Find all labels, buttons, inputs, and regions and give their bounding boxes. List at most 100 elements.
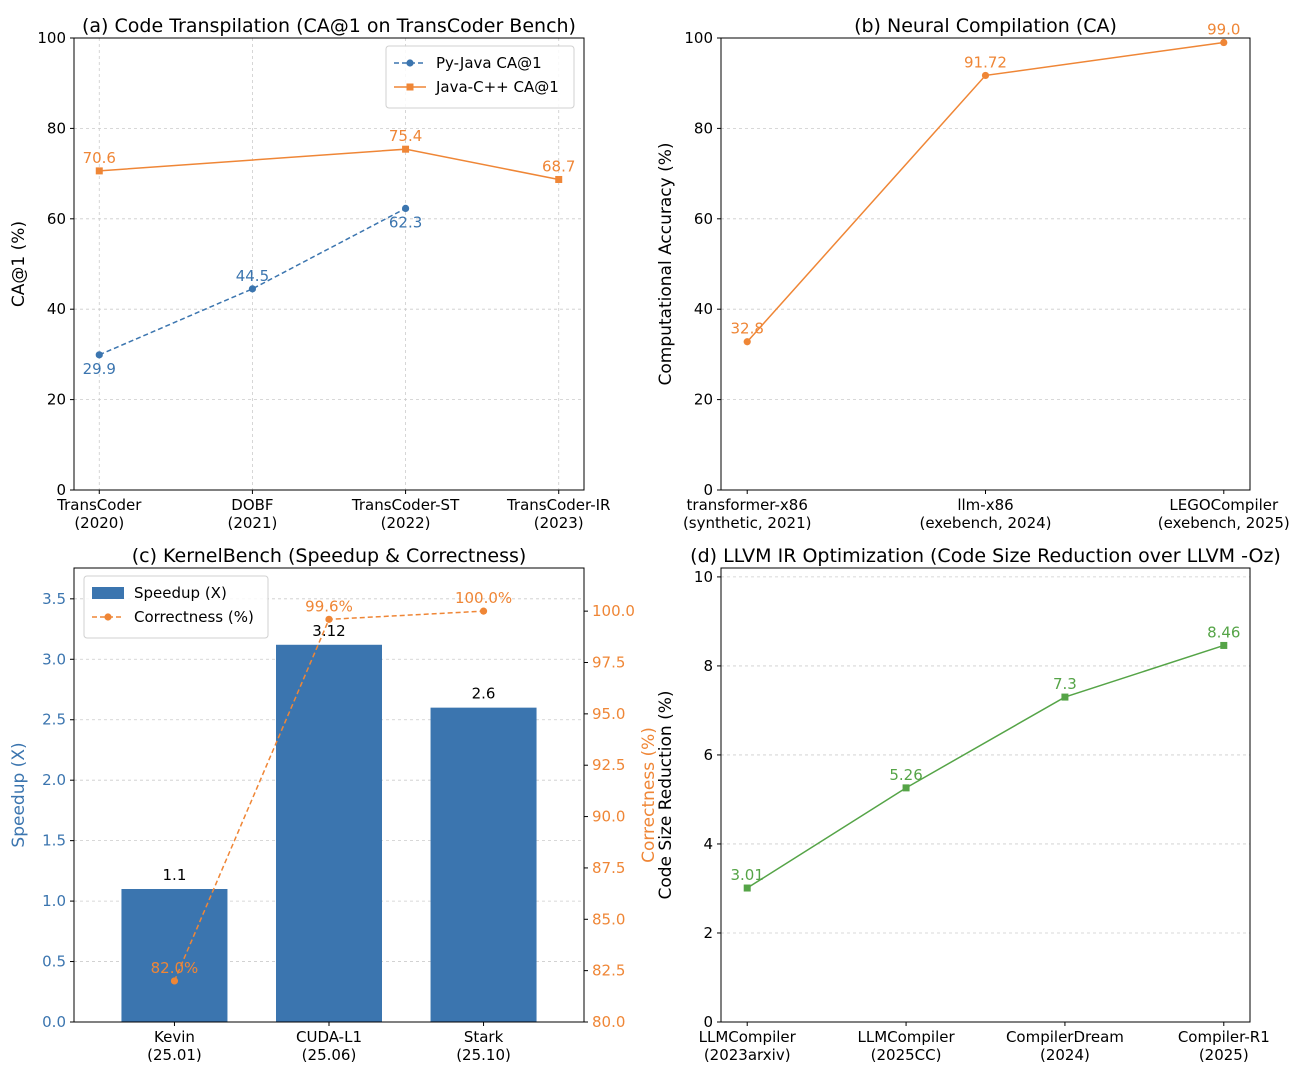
data-label: 70.6	[83, 149, 116, 167]
x-tick-label: TransCoder-IR (2023)	[506, 496, 611, 532]
y-tick-label: 3.5	[42, 590, 66, 608]
data-point	[555, 175, 563, 183]
chart-title: (a) Code Transpilation (CA@1 on TransCod…	[82, 15, 576, 37]
y-tick-label: 2.5	[42, 711, 66, 729]
data-point	[1061, 693, 1069, 701]
x-tick-label-line: TransCoder-IR	[506, 496, 611, 514]
x-tick-label-line: CompilerDream	[1006, 1028, 1124, 1046]
legend-marker	[104, 613, 112, 621]
x-tick-label-line: TransCoder-ST	[351, 496, 460, 514]
x-tick-label-line: (2025)	[1199, 1046, 1249, 1064]
chart-title: (d) LLVM IR Optimization (Code Size Redu…	[690, 545, 1281, 567]
x-tick-label-line: LLMCompiler	[699, 1028, 797, 1046]
y-tick-label: 1.0	[42, 892, 66, 910]
data-label: 91.72	[964, 53, 1007, 71]
y-tick-label-right: 87.5	[592, 859, 625, 877]
x-tick-label-line: (25.06)	[302, 1046, 357, 1064]
data-label: 7.3	[1053, 675, 1077, 693]
data-point	[402, 145, 410, 153]
x-tick-label: LEGOCompiler (exebench, 2025)	[1158, 496, 1290, 532]
data-point	[1220, 641, 1228, 649]
data-label: 100.0%	[455, 589, 512, 607]
x-tick-label-line: Compiler-R1	[1178, 1028, 1270, 1046]
y-tick-label: 60	[47, 210, 66, 228]
y-tick-label: 60	[694, 210, 713, 228]
x-tick-label-line: (2022)	[381, 514, 431, 532]
data-point	[401, 204, 410, 213]
legend-swatch-bar	[92, 587, 124, 599]
y-tick-label-right: 80.0	[592, 1013, 625, 1031]
subplot-a: 29.9 44.5 62.3 70.6 75.4 68.7 0 20 40 60 80 100 Tran…	[9, 15, 610, 532]
y-tick-label: 80	[694, 119, 713, 137]
data-point	[95, 351, 103, 359]
x-tick-label-line: Stark	[464, 1028, 504, 1046]
y-tick-label: 20	[694, 391, 713, 409]
y-tick-label: 100	[684, 29, 713, 47]
x-tick-label-line: CUDA-L1	[296, 1028, 362, 1046]
y-tick-label-right: 85.0	[592, 910, 625, 928]
legend-label: Speedup (X)	[134, 584, 227, 602]
legend-label: Py-Java CA@1	[436, 54, 542, 72]
y-tick-label: 4	[703, 835, 713, 853]
x-tick-label: transformer-x86 (synthetic, 2021)	[683, 496, 812, 532]
legend-label: Java-C++ CA@1	[435, 78, 559, 96]
bar-value-label: 2.6	[472, 685, 496, 703]
x-tick-label-line: (2023arxiv)	[704, 1046, 791, 1064]
data-point	[743, 338, 751, 346]
series-line	[98, 207, 406, 356]
y-tick-label: 2.0	[42, 771, 66, 789]
y-axis-label-right: Correctness (%)	[639, 727, 659, 863]
data-point	[479, 607, 488, 615]
y-axis-label: Code Size Reduction (%)	[656, 690, 676, 899]
x-tick-label-line: (2020)	[74, 514, 124, 532]
x-tick-label-line: transformer-x86	[687, 496, 808, 514]
x-tick-label: CompilerDream (2024)	[1006, 1028, 1124, 1064]
data-point	[981, 71, 990, 80]
x-tick-label: TransCoder-ST (2022)	[351, 496, 460, 532]
data-point	[248, 285, 257, 293]
y-tick-label-right: 92.5	[592, 756, 625, 774]
y-axis-label: Computational Accuracy (%)	[656, 142, 676, 385]
y-tick-label-right: 90.0	[592, 808, 625, 826]
y-tick-label-right: 95.0	[592, 705, 625, 723]
data-label: 82.0%	[151, 959, 199, 977]
x-tick-label: Kevin (25.01)	[147, 1028, 202, 1064]
legend-marker	[406, 59, 414, 67]
y-tick-label: 10	[694, 568, 713, 586]
y-tick-label: 8	[703, 657, 713, 675]
y-tick-label: 0.5	[42, 953, 66, 971]
legend-box	[385, 45, 575, 109]
y-axis-label: Speedup (X)	[9, 742, 29, 847]
bar	[276, 644, 382, 1022]
x-tick-label-line: LEGOCompiler	[1169, 496, 1279, 514]
axes-frame	[720, 37, 1251, 491]
x-tick-label-line: TransCoder	[56, 496, 142, 514]
data-point	[1220, 38, 1228, 47]
series-line	[99, 148, 559, 181]
x-tick-label: TransCoder (2020)	[56, 496, 142, 532]
data-point	[743, 884, 751, 892]
legend-marker	[406, 83, 414, 91]
y-tick-label: 0	[703, 1013, 713, 1031]
x-tick-label-line: (2025CC)	[871, 1046, 942, 1064]
y-tick-label: 0.0	[42, 1013, 66, 1031]
legend-label: Correctness (%)	[134, 608, 254, 626]
subplot-c: 1.1 3.12 2.6 82.0% 99.6% 100.0% 0.0 0.5 1.0 1.5 2.…	[9, 545, 659, 1064]
y-tick-label: 3.0	[42, 650, 66, 668]
x-tick-label-line: (exebench, 2025)	[1158, 514, 1290, 532]
axes-frame	[73, 37, 585, 491]
data-label: 99.6%	[305, 597, 353, 615]
x-tick-label-line: (25.01)	[147, 1046, 202, 1064]
series-line	[746, 41, 1224, 343]
x-tick-label-line: LLMCompiler	[857, 1028, 955, 1046]
y-tick-label: 40	[694, 300, 713, 318]
x-tick-label-line: DOBF	[231, 496, 273, 514]
y-tick-label-right: 97.5	[592, 653, 625, 671]
y-tick-label-right: 100.0	[592, 602, 635, 620]
legend: Speedup (X) Correctness (%)	[83, 575, 269, 639]
y-tick-label: 2	[703, 924, 713, 942]
x-tick-label-line: (25.10)	[456, 1046, 511, 1064]
x-tick-label: Compiler-R1 (2025)	[1178, 1028, 1270, 1064]
